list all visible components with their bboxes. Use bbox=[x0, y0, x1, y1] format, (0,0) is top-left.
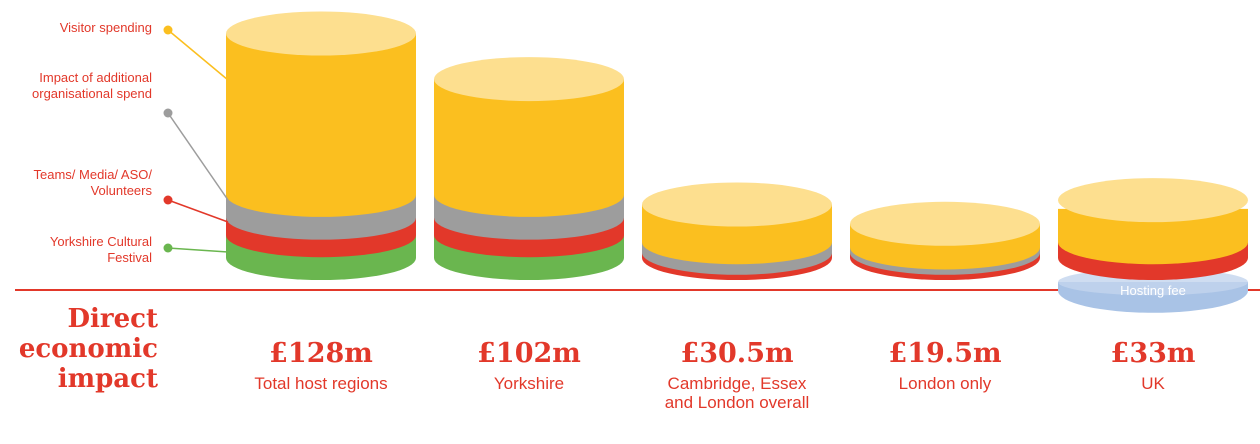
legend-leader bbox=[167, 29, 229, 81]
value-label: £19.5m bbox=[888, 338, 1002, 369]
legend-dot bbox=[163, 108, 173, 118]
cylinder-segment bbox=[226, 33, 416, 217]
legend-leader bbox=[167, 199, 229, 223]
cylinder-segment bbox=[434, 79, 624, 217]
segment-label: Hosting fee bbox=[1120, 282, 1186, 298]
legend-dot bbox=[163, 243, 173, 253]
legend-label: Yorkshire Cultural Festival bbox=[49, 234, 152, 265]
legend-label: Teams/ Media/ ASO/ Volunteers bbox=[33, 167, 153, 198]
category-label: Total host regions bbox=[254, 374, 388, 393]
chart-title: Direct economic impact bbox=[18, 304, 158, 394]
category-label: Cambridge, Essex and London overall bbox=[664, 374, 810, 412]
cylinder-top bbox=[226, 11, 416, 56]
legend-label: Visitor spending bbox=[59, 20, 152, 35]
cylinder-segment bbox=[1058, 208, 1248, 265]
legend-leader bbox=[167, 112, 229, 201]
value-label: £30.5m bbox=[680, 338, 794, 369]
legend-leader bbox=[167, 247, 229, 253]
cylinder-top bbox=[1058, 178, 1248, 223]
value-label: £102m bbox=[477, 338, 581, 369]
value-label: £33m bbox=[1110, 338, 1196, 369]
cylinder-top bbox=[642, 182, 832, 227]
category-label: UK bbox=[1141, 374, 1165, 393]
category-label: London only bbox=[898, 374, 992, 393]
legend-dot bbox=[163, 195, 173, 205]
cylinder-top bbox=[434, 57, 624, 102]
value-label: £128m bbox=[269, 338, 373, 369]
category-label: Yorkshire bbox=[493, 374, 565, 393]
legend-label: Impact of additional organisational spen… bbox=[32, 70, 152, 101]
legend-dot bbox=[163, 25, 173, 35]
cylinder-top bbox=[850, 201, 1040, 246]
